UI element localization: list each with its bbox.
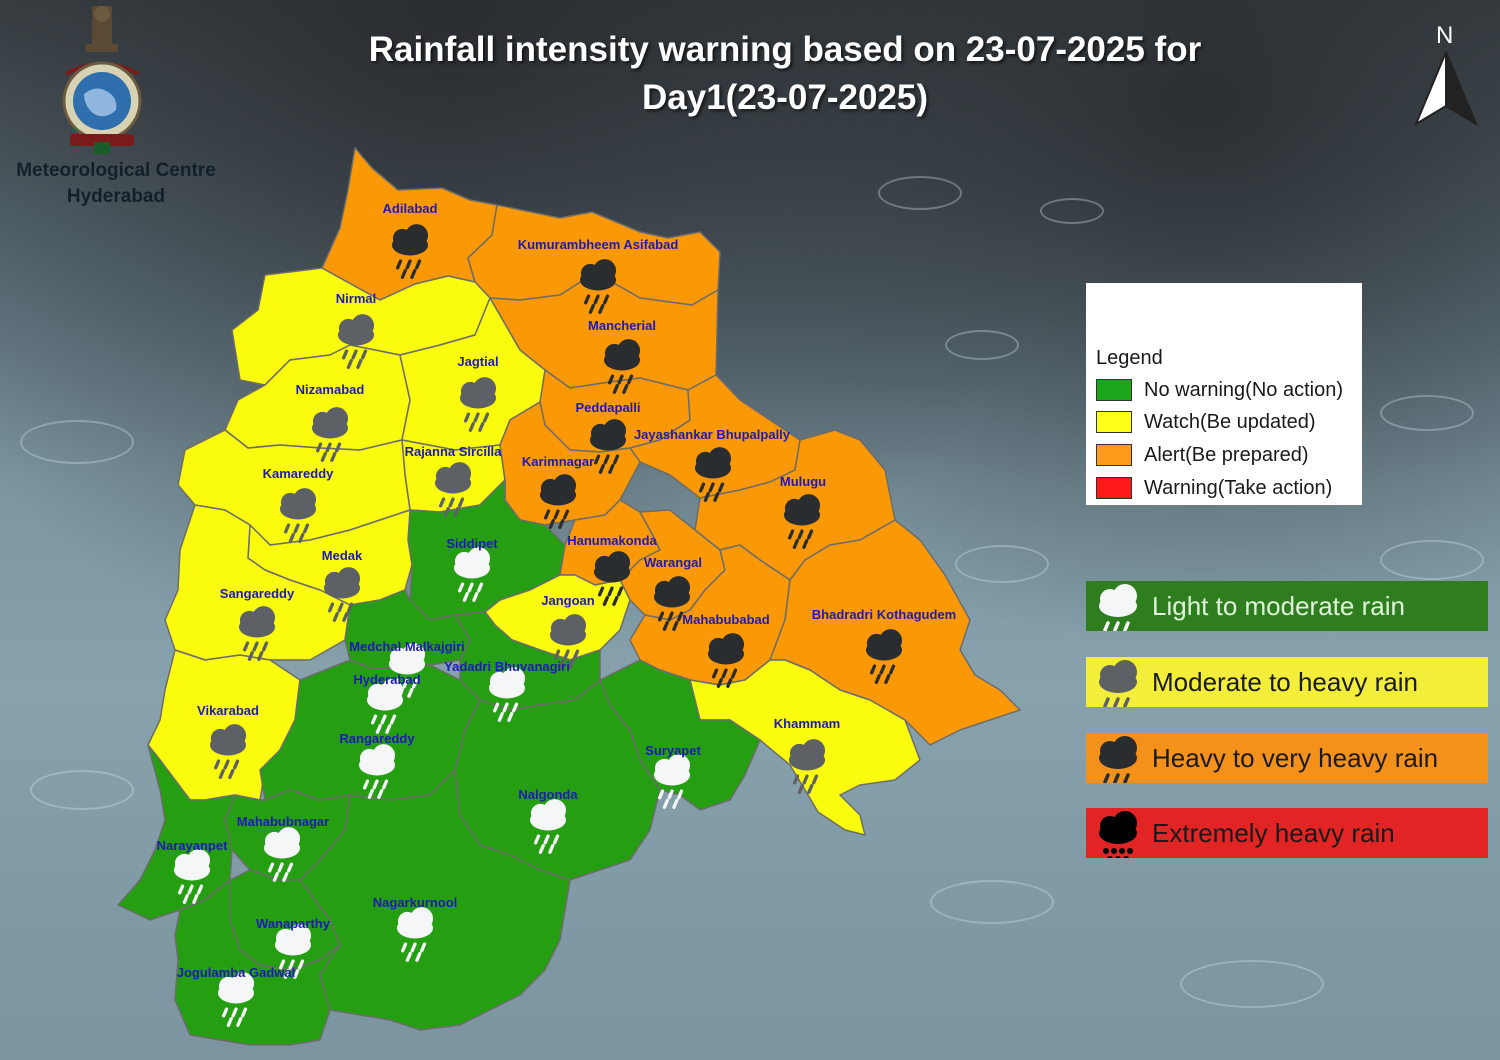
legend-swatch xyxy=(1096,444,1132,466)
district-label-rajanna-sircilla: Rajanna Sircilla xyxy=(405,444,503,459)
district-label-nirmal: Nirmal xyxy=(336,291,376,306)
district-label-hanumakonda: Hanumakonda xyxy=(567,533,657,548)
rain-ripple xyxy=(1380,540,1484,580)
rain-key-heavy-to-very-heavy: Heavy to very heavy rain xyxy=(1086,733,1488,783)
district-label-suryapet: Suryapet xyxy=(645,743,701,758)
legend-title: Legend xyxy=(1096,347,1163,369)
district-label-hyderabad: Hyderabad xyxy=(353,672,420,687)
rain-key-moderate-to-heavy: Moderate to heavy rain xyxy=(1086,657,1488,707)
district-label-khammam: Khammam xyxy=(774,716,840,731)
district-label-yadadri-bhuvanagiri: Yadadri Bhuvanagiri xyxy=(444,659,570,674)
legend-panel: Legend No warning(No action) Watch(Be up… xyxy=(1086,283,1362,505)
district-label-nagarkurnool: Nagarkurnool xyxy=(373,895,458,910)
page-title: Rainfall intensity warning based on 23-0… xyxy=(260,26,1310,122)
district-label-adilabad: Adilabad xyxy=(383,201,438,216)
rain-ripple xyxy=(930,880,1054,924)
title-line1: Rainfall intensity warning based on 23-0… xyxy=(368,30,1202,69)
imd-emblem-logo xyxy=(62,6,142,154)
met-centre-line2: Hyderabad xyxy=(66,186,166,207)
district-label-karimnagar: Karimnagar xyxy=(522,454,594,469)
rain-ripple xyxy=(1040,198,1104,224)
rain-ripple xyxy=(945,330,1019,360)
legend-item-label: No warning(No action) xyxy=(1144,378,1343,401)
district-jogulamba-gadwal xyxy=(174,879,341,1046)
rain-key-label: Extremely heavy rain xyxy=(1152,817,1395,848)
rain-ripple xyxy=(878,176,962,210)
north-label: N xyxy=(1436,22,1454,49)
legend-item-label: Watch(Be updated) xyxy=(1144,410,1316,433)
district-label-nizamabad: Nizamabad xyxy=(296,382,365,397)
legend-swatch xyxy=(1096,379,1132,401)
rain-key-extremely-heavy: Extremely heavy rain xyxy=(1086,808,1488,858)
rain-ripple xyxy=(30,770,134,810)
district-label-rangareddy: Rangareddy xyxy=(339,731,415,746)
met-centre-name: Meteorological Centre Hyderabad xyxy=(0,158,232,210)
district-label-jangoan: Jangoan xyxy=(541,593,595,608)
district-label-jayashankar-bhupalpally: Jayashankar Bhupalpally xyxy=(634,427,791,442)
district-label-wanaparthy: Wanaparthy xyxy=(256,916,331,931)
district-label-nalgonda: Nalgonda xyxy=(518,787,578,802)
rain-ripple xyxy=(20,420,134,464)
district-label-mahabubabad: Mahabubabad xyxy=(682,612,769,627)
legend-item-warning: Warning(Take action) xyxy=(1096,475,1332,501)
district-sangareddy xyxy=(164,504,351,661)
rain-ripple xyxy=(1180,960,1324,1008)
legend-swatch xyxy=(1096,411,1132,433)
north-arrow-icon xyxy=(1413,51,1479,127)
dark-cloud-rain-icon xyxy=(1086,733,1150,783)
telangana-district-map: Adilabad Kumurambheem Asifabad Mancherial N… xyxy=(117,147,1021,1046)
district-label-siddipet: Siddipet xyxy=(446,536,498,551)
district-label-jagtial: Jagtial xyxy=(457,354,498,369)
district-label-narayanpet: Narayanpet xyxy=(157,838,228,853)
legend-item-label: Alert(Be prepared) xyxy=(1144,443,1309,466)
legend-item-alert: Alert(Be prepared) xyxy=(1096,442,1309,468)
district-adilabad xyxy=(321,147,498,301)
district-label-medak: Medak xyxy=(322,548,363,563)
black-cloud-heavy-rain-icon xyxy=(1099,811,1137,858)
rain-key-label: Heavy to very heavy rain xyxy=(1152,742,1439,773)
grey-cloud-rain-icon xyxy=(1086,657,1150,707)
district-label-kumurambheem-asifabad: Kumurambheem Asifabad xyxy=(518,237,679,252)
district-label-vikarabad: Vikarabad xyxy=(197,703,259,718)
legend-item-watch: Watch(Be updated) xyxy=(1096,409,1316,435)
rain-ripple xyxy=(955,545,1049,583)
rain-key-light-to-moderate: Light to moderate rain xyxy=(1086,581,1488,631)
rain-key-label: Light to moderate rain xyxy=(1152,590,1405,621)
district-label-bhadradri-kothagudem: Bhadradri Kothagudem xyxy=(812,607,956,622)
light-cloud-rain-icon xyxy=(1086,581,1150,631)
district-label-medchal-malkajgiri: Medchal Malkajgiri xyxy=(349,639,465,654)
met-centre-line1: Meteorological Centre xyxy=(16,160,216,181)
title-line2: Day1(23-07-2025) xyxy=(641,78,928,117)
district-label-peddapalli: Peddapalli xyxy=(575,400,640,415)
district-label-mancherial: Mancherial xyxy=(588,318,656,333)
legend-swatch xyxy=(1096,477,1132,499)
district-label-mahabubnagar: Mahabubnagar xyxy=(237,814,329,829)
rain-ripple xyxy=(1380,395,1474,431)
district-label-sangareddy: Sangareddy xyxy=(220,586,295,601)
district-label-warangal: Warangal xyxy=(644,555,702,570)
legend-item-label: Warning(Take action) xyxy=(1144,476,1333,499)
rain-key-label: Moderate to heavy rain xyxy=(1152,666,1418,697)
legend-item-no-warning: No warning(No action) xyxy=(1096,377,1343,403)
district-label-mulugu: Mulugu xyxy=(780,474,826,489)
district-label-kamareddy: Kamareddy xyxy=(263,466,335,481)
district-label-jogulamba-gadwal: Jogulamba Gadwal xyxy=(177,965,295,980)
